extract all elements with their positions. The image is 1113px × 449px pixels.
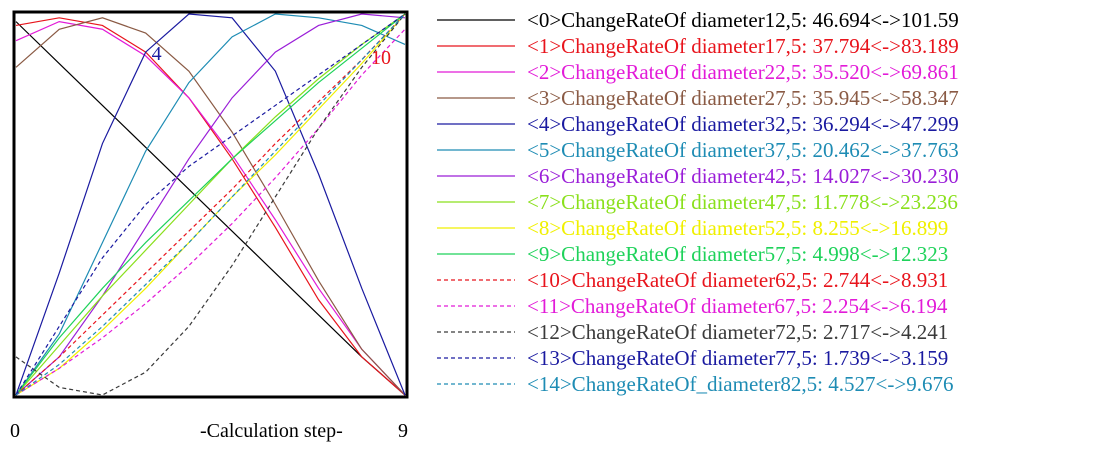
legend-swatch (437, 279, 515, 281)
legend-label: <9>ChangeRateOf diameter57,5: 4.998<->12… (527, 242, 949, 266)
chart-plot: 4 10 (12, 10, 409, 399)
legend-label: <2>ChangeRateOf diameter22,5: 35.520<->6… (527, 60, 959, 84)
legend-item: <4>ChangeRateOf diameter32,5: 36.294<->4… (435, 112, 1105, 138)
curve-markers: 4 10 (152, 43, 391, 69)
legend-item: <9>ChangeRateOf diameter57,5: 4.998<->12… (435, 242, 1105, 268)
legend-label: <7>ChangeRateOf diameter47,5: 11.778<->2… (527, 190, 958, 214)
legend-label: <1>ChangeRateOf diameter17,5: 37.794<->8… (527, 34, 959, 58)
series-line-6 (15, 13, 406, 396)
legend-swatch (437, 227, 515, 229)
legend-label: <12>ChangeRateOf diameter72,5: 2.717<->4… (527, 320, 949, 344)
legend-item: <10>ChangeRateOf diameter62,5: 2.744<->8… (435, 268, 1105, 294)
legend-label: <14>ChangeRateOf_diameter82,5: 4.527<->9… (527, 372, 954, 396)
legend-item: <2>ChangeRateOf diameter22,5: 35.520<->6… (435, 60, 1105, 86)
legend-label: <4>ChangeRateOf diameter32,5: 36.294<->4… (527, 112, 959, 136)
legend-swatch (437, 383, 515, 385)
legend-item: <5>ChangeRateOf diameter37,5: 20.462<->3… (435, 138, 1105, 164)
legend-item: <12>ChangeRateOf diameter72,5: 2.717<->4… (435, 320, 1105, 346)
legend-label: <5>ChangeRateOf diameter37,5: 20.462<->3… (527, 138, 959, 162)
series-line-13 (15, 13, 406, 396)
legend-label: <8>ChangeRateOf diameter52,5: 8.255<->16… (527, 216, 949, 240)
series-line-12 (15, 13, 406, 396)
series-line-2 (15, 20, 406, 396)
legend-label: <13>ChangeRateOf diameter77,5: 1.739<->3… (527, 346, 949, 370)
plot-frame (12, 10, 409, 399)
legend-swatch (437, 175, 515, 177)
legend-swatch (437, 305, 515, 307)
x-tick-label-start: 0 (10, 420, 20, 442)
legend-label: <11>ChangeRateOf diameter67,5: 2.254<->6… (527, 294, 948, 318)
series-line-7 (15, 13, 406, 396)
series-line-3 (15, 17, 406, 396)
x-tick-label-end: 9 (398, 420, 408, 442)
legend-swatch (437, 149, 515, 151)
curve-marker-10: 10 (371, 47, 391, 69)
legend-item: <0>ChangeRateOf diameter12,5: 46.694<->1… (435, 8, 1105, 34)
legend-item: <1>ChangeRateOf diameter17,5: 37.794<->8… (435, 34, 1105, 60)
series-line-4 (15, 13, 406, 396)
series-line-5 (15, 13, 406, 396)
legend-label: <3>ChangeRateOf diameter27,5: 35.945<->5… (527, 86, 959, 110)
legend-swatch (437, 123, 515, 125)
legend-swatch (437, 253, 515, 255)
legend-item: <14>ChangeRateOf_diameter82,5: 4.527<->9… (435, 372, 1105, 398)
legend-swatch (437, 45, 515, 47)
legend-label: <6>ChangeRateOf diameter42,5: 14.027<->3… (527, 164, 959, 188)
legend-item: <6>ChangeRateOf diameter42,5: 14.027<->3… (435, 164, 1105, 190)
x-axis-label: -Calculation step- (200, 420, 343, 442)
curve-marker-4: 4 (152, 43, 162, 65)
legend-label: <0>ChangeRateOf diameter12,5: 46.694<->1… (527, 8, 959, 32)
legend-swatch (437, 19, 515, 21)
legend-item: <3>ChangeRateOf diameter27,5: 35.945<->5… (435, 86, 1105, 112)
legend: <0>ChangeRateOf diameter12,5: 46.694<->1… (435, 8, 1105, 398)
legend-label: <10>ChangeRateOf diameter62,5: 2.744<->8… (527, 268, 949, 292)
legend-swatch (437, 71, 515, 73)
series-lines (15, 13, 406, 396)
series-line-14 (15, 13, 406, 396)
legend-item: <7>ChangeRateOf diameter47,5: 11.778<->2… (435, 190, 1105, 216)
legend-item: <8>ChangeRateOf diameter52,5: 8.255<->16… (435, 216, 1105, 242)
legend-swatch (437, 331, 515, 333)
series-line-0 (15, 21, 406, 396)
legend-swatch (437, 357, 515, 359)
legend-swatch (437, 201, 515, 203)
series-line-11 (15, 28, 406, 396)
series-line-9 (15, 13, 406, 396)
series-line-10 (15, 13, 406, 396)
series-line-1 (15, 17, 406, 396)
legend-item: <13>ChangeRateOf diameter77,5: 1.739<->3… (435, 346, 1105, 372)
legend-item: <11>ChangeRateOf diameter67,5: 2.254<->6… (435, 294, 1105, 320)
legend-swatch (437, 97, 515, 99)
